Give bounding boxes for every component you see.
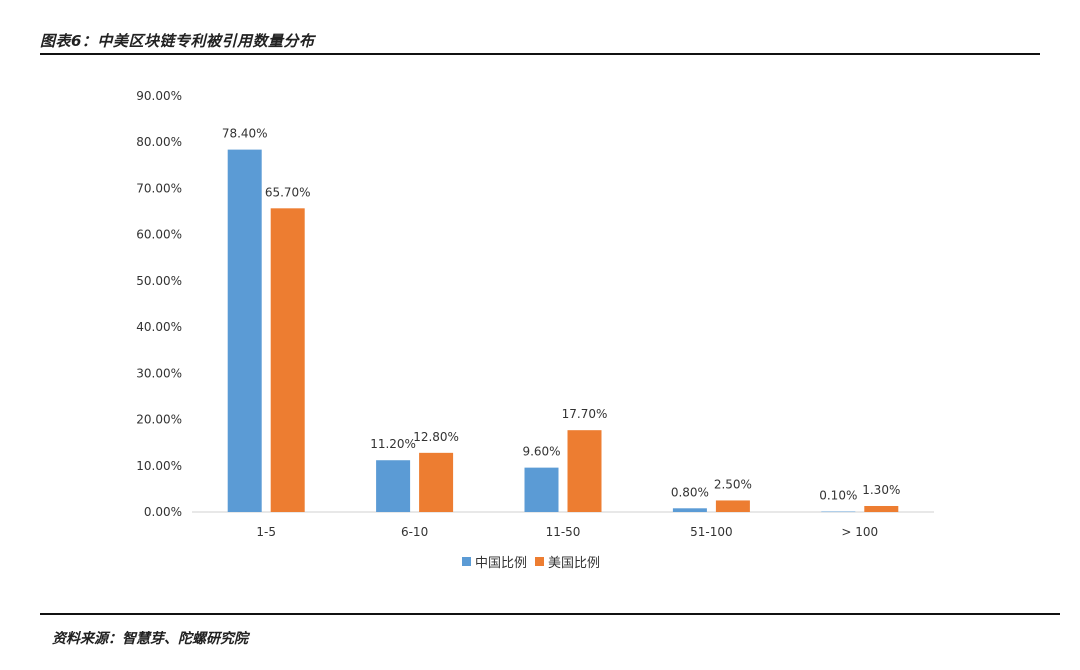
chart-title: 图表6：中美区块链专利被引用数量分布	[40, 32, 315, 50]
legend-swatch	[462, 557, 471, 566]
footer-divider	[40, 613, 1060, 615]
data-label: 0.80%	[671, 485, 709, 499]
bar	[524, 467, 559, 512]
bar	[567, 430, 602, 512]
x-tick-label: > 100	[841, 525, 878, 539]
bar	[821, 511, 856, 513]
data-label: 1.30%	[862, 483, 900, 497]
x-tick-label: 11-50	[546, 525, 581, 539]
y-tick-label: 20.00%	[136, 413, 182, 427]
data-label: 12.80%	[413, 430, 459, 444]
data-label: 9.60%	[522, 445, 560, 459]
y-tick-label: 40.00%	[136, 320, 182, 334]
y-tick-label: 0.00%	[144, 505, 182, 519]
data-label: 17.70%	[562, 407, 608, 421]
bar	[672, 508, 707, 512]
data-label: 0.10%	[819, 489, 857, 503]
y-tick-label: 80.00%	[136, 135, 182, 149]
title-divider	[40, 53, 1040, 55]
data-label: 11.20%	[370, 437, 416, 451]
data-label: 65.70%	[265, 185, 311, 199]
legend-label: 中国比例	[475, 556, 527, 571]
bar	[715, 500, 750, 512]
legend-label: 美国比例	[548, 556, 600, 571]
y-tick-label: 50.00%	[136, 274, 182, 288]
bar	[419, 452, 454, 512]
data-label: 2.50%	[714, 477, 752, 491]
source-note: 资料来源：智慧芽、陀螺研究院	[52, 631, 248, 647]
x-tick-label: 1-5	[256, 525, 276, 539]
y-tick-label: 70.00%	[136, 181, 182, 195]
bar	[227, 149, 262, 512]
x-tick-label: 6-10	[401, 525, 428, 539]
y-tick-label: 10.00%	[136, 459, 182, 473]
y-tick-label: 90.00%	[136, 89, 182, 103]
bar	[864, 505, 899, 512]
legend-swatch	[535, 557, 544, 566]
x-tick-label: 51-100	[690, 525, 733, 539]
y-tick-label: 30.00%	[136, 366, 182, 380]
data-label: 78.40%	[222, 127, 268, 141]
y-tick-label: 60.00%	[136, 228, 182, 242]
bar	[376, 460, 411, 512]
bar	[270, 208, 305, 512]
